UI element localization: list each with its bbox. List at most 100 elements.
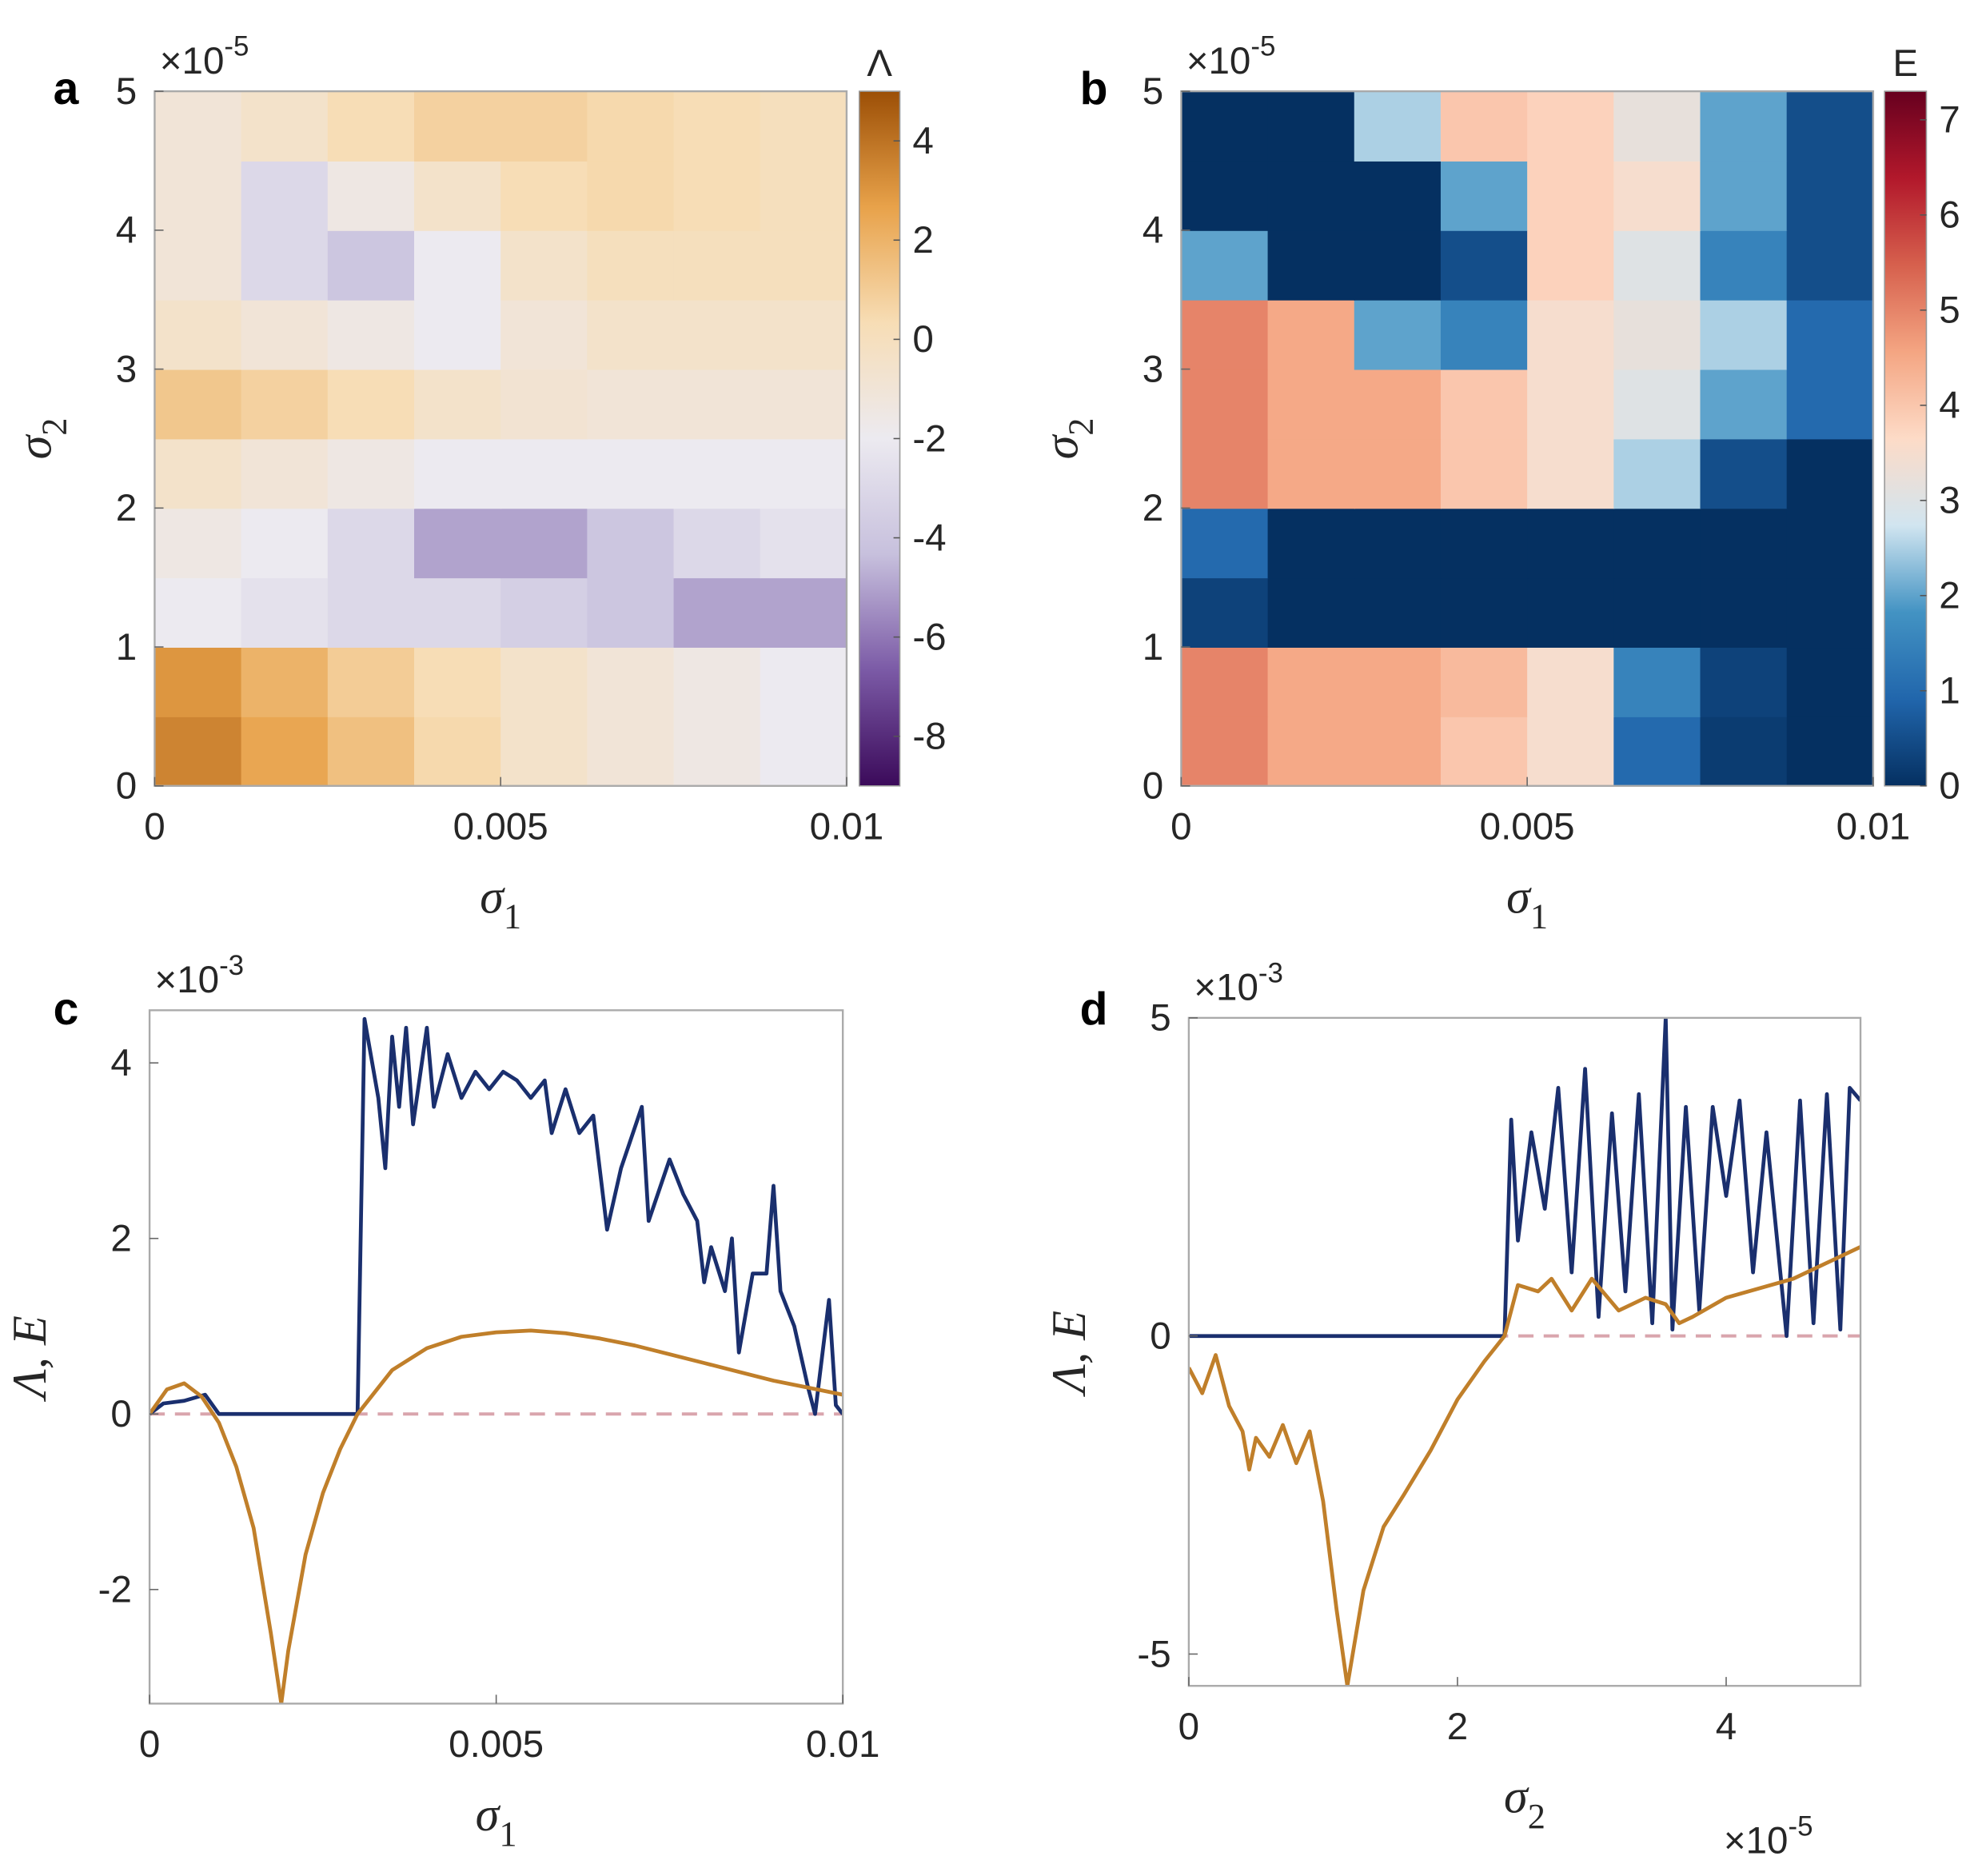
heatmap-cell [1440, 369, 1529, 440]
heatmap-cell [1700, 91, 1788, 162]
heatmap-cell [413, 647, 502, 717]
x-tick-label: 4 [1716, 1706, 1737, 1748]
heatmap-cell [154, 716, 242, 786]
axis-multiplier: ×10-3 [154, 950, 244, 1001]
heatmap-cell [154, 647, 242, 717]
heatmap-cell [327, 369, 415, 440]
heatmap-cell [1613, 299, 1701, 370]
heatmap-cell [1786, 577, 1873, 649]
heatmap-cell [1440, 438, 1529, 509]
heatmap-cell [1181, 369, 1269, 440]
heatmap-cell [1613, 508, 1701, 579]
panel-label: a [54, 63, 80, 114]
multiplier-base: ×10 [160, 40, 225, 82]
heatmap-cell [154, 91, 242, 162]
heatmap-cell [1613, 369, 1701, 440]
heatmap-cell [1527, 369, 1615, 440]
heatmap-cell [587, 160, 675, 231]
heatmap-cell [1527, 91, 1615, 162]
y-tick-label: 1 [116, 626, 137, 669]
heatmap-cell [241, 438, 329, 509]
heatmap-cell [327, 577, 415, 649]
label-symbol: σ [8, 433, 62, 459]
heatmap-cell [327, 438, 415, 509]
heatmap-cell [1267, 91, 1355, 162]
heatmap-cell [1440, 91, 1529, 162]
heatmap-cell [587, 508, 675, 579]
heatmap-cell [1354, 369, 1442, 440]
colorbar-tick-label: 6 [1939, 194, 1960, 237]
heatmap-cell [154, 369, 242, 440]
heatmap-cell [1786, 230, 1873, 301]
heatmap-cell [327, 299, 415, 370]
heatmap-cell [1786, 369, 1873, 440]
colorbar [1884, 90, 1928, 787]
heatmap-cell [1440, 299, 1529, 370]
colorbar-tick-label: 4 [1939, 385, 1960, 427]
heatmap-cell [1527, 299, 1615, 370]
axis-label: σ1 [476, 1788, 517, 1854]
colorbar-label: E [1892, 42, 1918, 85]
colorbar-tick-label: 2 [1939, 575, 1960, 617]
heatmap-cell [1181, 716, 1269, 786]
multiplier-exponent: -3 [1258, 957, 1283, 988]
colorbar-tick-label: -4 [912, 517, 946, 559]
x-tick-label: 0.01 [806, 1723, 880, 1766]
heatmap-cell [1527, 160, 1615, 231]
heatmap-cell [1613, 577, 1701, 649]
heatmap-cell [760, 647, 847, 717]
y-tick-label: 5 [1143, 70, 1163, 113]
x-tick-label: 0 [144, 805, 165, 848]
heatmap-cell [1786, 647, 1873, 717]
multiplier-base: ×10 [1724, 1819, 1789, 1862]
heatmap-cell [760, 438, 847, 509]
heatmap-cell [154, 438, 242, 509]
heatmap-cell [673, 508, 761, 579]
x-tick-label: 0.005 [1480, 805, 1575, 848]
heatmap-cell [587, 369, 675, 440]
axis-multiplier: ×10-5 [160, 31, 249, 82]
heatmap-cell [1527, 716, 1615, 786]
heatmap-cell [327, 160, 415, 231]
heatmap-cell [154, 577, 242, 649]
multiplier-exponent: -5 [224, 31, 249, 62]
heatmap-cell [241, 577, 329, 649]
heatmap-cell [1354, 91, 1442, 162]
heatmap-cell [241, 91, 329, 162]
heatmap-cell [413, 299, 502, 370]
heatmap-cell [1181, 160, 1269, 231]
heatmap-cell [673, 438, 761, 509]
y-tick-label: 1 [1143, 626, 1163, 669]
colorbar-tick-label: 0 [1939, 765, 1960, 808]
heatmap-cell [587, 299, 675, 370]
heatmap-cell [500, 299, 588, 370]
heatmap-cell [673, 577, 761, 649]
label-symbol: σ [1506, 870, 1532, 924]
axis-multiplier: ×10-5 [1724, 1810, 1813, 1862]
y-tick-label: 2 [1143, 487, 1163, 529]
multiplier-base: ×10 [1186, 40, 1251, 82]
heatmap-cell [1613, 160, 1701, 231]
heatmap-cell [1527, 577, 1615, 649]
heatmap-cell [1181, 91, 1269, 162]
heatmap-cell [760, 230, 847, 301]
colorbar-tick-label: -2 [912, 417, 946, 460]
heatmap-cell [1440, 508, 1529, 579]
colorbar-tick-label: -8 [912, 716, 946, 758]
data-line [1188, 1245, 1861, 1686]
heatmap-cell [1440, 230, 1529, 301]
heatmap-cell [413, 577, 502, 649]
heatmap-cell [1527, 647, 1615, 717]
axis-label: σ2 [1035, 418, 1100, 460]
heatmap-cell [1181, 230, 1269, 301]
heatmap-cell [1786, 438, 1873, 509]
heatmap-cell [500, 716, 588, 786]
heatmap-cell [413, 716, 502, 786]
heatmap-cell [760, 577, 847, 649]
heatmap-cell [500, 230, 588, 301]
colorbar-tick-label: 5 [1939, 289, 1960, 332]
heatmap-cell [1267, 160, 1355, 231]
heatmap-cell [1786, 299, 1873, 370]
heatmap-cell [1700, 369, 1788, 440]
heatmap-cell [154, 299, 242, 370]
